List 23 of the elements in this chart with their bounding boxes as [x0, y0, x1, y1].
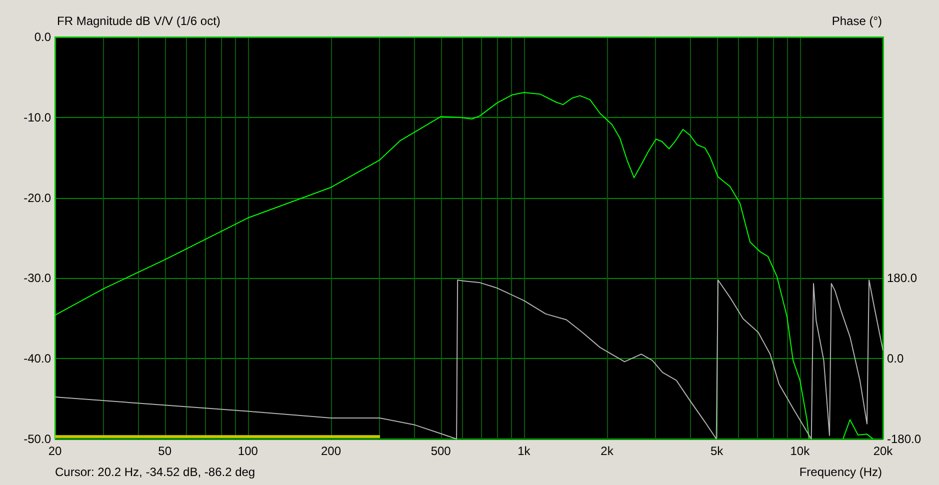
y2-tick-label: 0.0 — [887, 352, 904, 366]
x-tick-label: 5k — [710, 444, 724, 458]
x-tick-label: 1k — [518, 444, 532, 458]
x-tick-label: 50 — [158, 444, 172, 458]
x-tick-label: 10k — [790, 444, 811, 458]
y-tick-label: -10.0 — [24, 110, 52, 124]
x-tick-label: 200 — [320, 444, 342, 458]
y-tick-label: -50.0 — [24, 432, 52, 446]
y-tick-label: -30.0 — [24, 271, 52, 286]
text: Cursor: 20.2 Hz, -34.52 dB, -86.2 deg — [55, 465, 256, 479]
chart-title: FR Magnitude dB V/V (1/6 oct) — [57, 14, 220, 28]
x-tick-label: 500 — [430, 444, 452, 458]
y-tick-label: -20.0 — [24, 190, 52, 205]
y2-axis-title: Phase (°) — [832, 14, 882, 28]
x-tick-label: 20k — [873, 444, 894, 458]
y-tick-label: -40.0 — [24, 352, 52, 366]
y-tick-label: 0.0 — [34, 30, 52, 44]
y2-tick-label: 180.0 — [887, 271, 918, 286]
x-tick-label: 2k — [600, 444, 614, 458]
x-tick-label: 100 — [238, 444, 258, 458]
x-axis-title: Frequency (Hz) — [799, 465, 882, 479]
y2-tick-label: -180.0 — [887, 432, 922, 446]
x-tick-label: 20 — [48, 444, 62, 458]
